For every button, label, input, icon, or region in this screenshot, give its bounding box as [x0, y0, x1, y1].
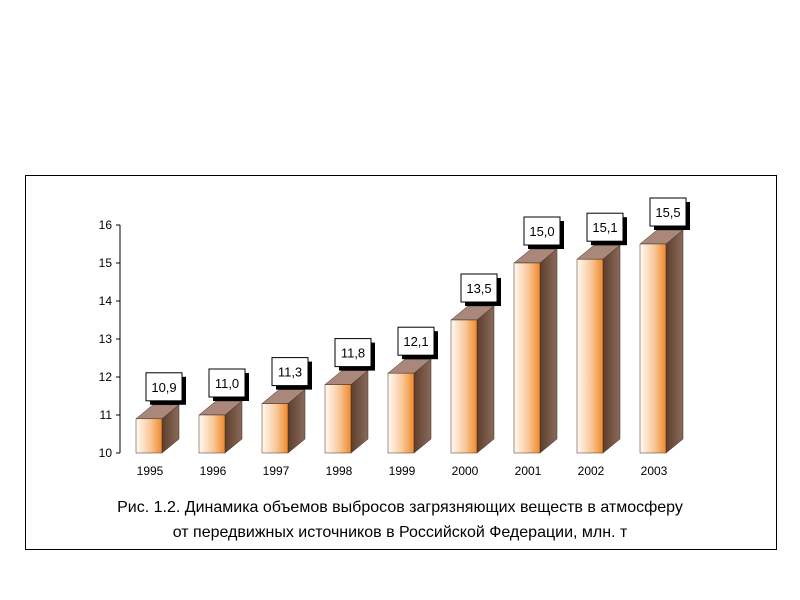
x-tick-label: 2002 — [578, 464, 605, 478]
bar — [261, 389, 306, 454]
data-label-box — [586, 212, 624, 242]
x-tick-label: 2001 — [515, 464, 542, 478]
data-label-text: 12,1 — [403, 334, 428, 349]
y-tick-label: 10 — [99, 446, 113, 460]
data-label-box — [271, 357, 309, 387]
data-label-box — [208, 368, 246, 398]
bar-side — [665, 229, 684, 454]
data-label-box — [523, 216, 561, 246]
y-tick-label: 12 — [99, 370, 113, 384]
x-axis-labels: 1995 1996 1997 1998 1999 2000 2001 2002 2003 — [137, 464, 668, 478]
bar-front — [387, 372, 415, 454]
bar-front — [450, 319, 478, 454]
data-label: 12,1 — [397, 326, 438, 360]
bar-front — [513, 262, 541, 454]
bar-front — [135, 418, 163, 454]
y-tick-label: 14 — [99, 294, 113, 308]
data-label-text: 15,0 — [529, 224, 554, 239]
bar-front — [576, 258, 604, 454]
data-label: 13,5 — [460, 273, 501, 306]
data-label-box — [334, 338, 372, 368]
bar-front — [198, 414, 226, 454]
bar-side — [539, 248, 558, 454]
bar-side — [413, 358, 432, 454]
x-tick-label: 2003 — [641, 464, 668, 478]
bar — [639, 229, 684, 454]
chart-caption: Рис. 1.2. Динамика объемов выбросов загр… — [0, 495, 800, 545]
data-label-box — [397, 326, 435, 356]
y-tick-label: 11 — [100, 408, 113, 422]
bar — [324, 370, 369, 454]
data-label-text: 11,0 — [215, 376, 239, 391]
data-label-text: 15,5 — [655, 205, 680, 220]
bar — [387, 358, 432, 454]
data-label-box — [145, 372, 183, 402]
x-tick-label: 1996 — [200, 464, 227, 478]
data-label-text: 11,8 — [341, 346, 365, 361]
bar-side — [476, 305, 495, 454]
bar-side — [602, 244, 621, 454]
y-axis: 10 11 12 13 14 15 16 — [99, 218, 121, 460]
data-label: 11,0 — [208, 368, 249, 401]
x-tick-label: 1995 — [137, 464, 164, 478]
bar — [450, 305, 495, 454]
y-tick-label: 13 — [99, 332, 113, 346]
data-label: 11,8 — [334, 338, 375, 371]
x-tick-label: 1998 — [326, 464, 353, 478]
bar — [576, 244, 621, 454]
data-label: 11,3 — [271, 357, 312, 390]
data-label: 15,1 — [586, 212, 627, 246]
bar-front — [324, 384, 352, 454]
bar — [135, 404, 180, 454]
data-label-text: 13,5 — [466, 281, 491, 296]
bar — [198, 400, 243, 454]
y-tick-label: 15 — [99, 256, 113, 270]
x-tick-label: 1997 — [263, 464, 290, 478]
caption-line-2: от передвижных источников в Российской Ф… — [172, 524, 628, 541]
data-label: 15,0 — [523, 216, 564, 249]
bars: 10,9 11,0 11,3 11,8 12,1 13,5 15,0 15,1 15,5 — [135, 197, 690, 454]
caption-line-1: Рис. 1.2. Динамика объемов выбросов загр… — [117, 499, 683, 516]
data-label: 15,5 — [649, 197, 690, 230]
x-tick-label: 2000 — [452, 464, 479, 478]
bar — [513, 248, 558, 454]
data-label-text: 10,9 — [151, 380, 176, 395]
data-label-text: 15,1 — [592, 220, 617, 235]
data-label-box — [460, 273, 498, 303]
y-tick-label: 16 — [99, 218, 113, 232]
bar-side — [350, 370, 369, 454]
bar-front — [261, 403, 289, 454]
bar-front — [639, 243, 667, 454]
x-tick-label: 1999 — [389, 464, 416, 478]
data-label-text: 11,3 — [278, 365, 302, 380]
data-label: 10,9 — [145, 372, 186, 405]
data-label-box — [649, 197, 687, 227]
